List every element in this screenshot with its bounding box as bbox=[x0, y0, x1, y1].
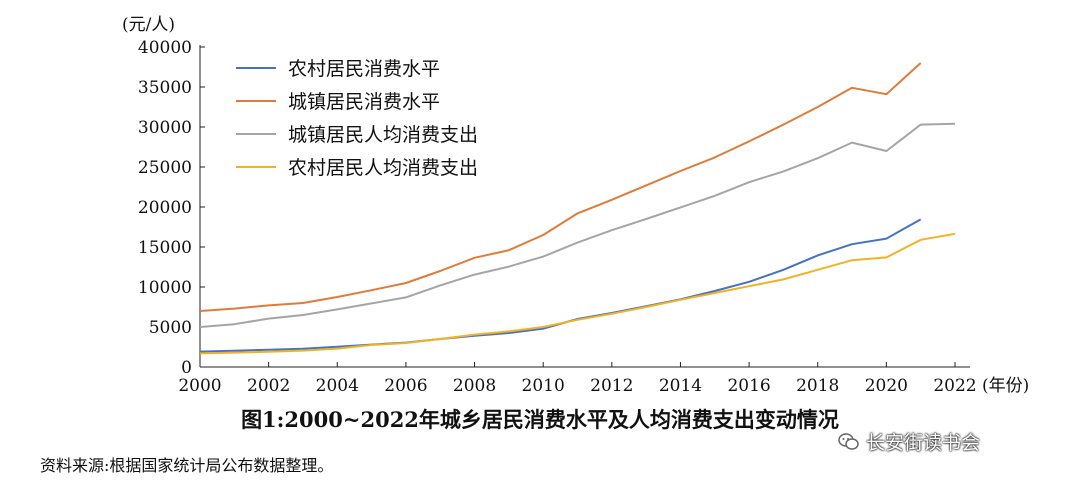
x-tick-label: 2006 bbox=[384, 376, 427, 396]
y-tick-label: 25000 bbox=[138, 158, 192, 178]
source-note: 资料来源:根据国家统计局公布数据整理。 bbox=[40, 456, 334, 475]
x-unit-label: (年份) bbox=[982, 376, 1029, 396]
series-line-2 bbox=[199, 62, 922, 312]
series-line-1 bbox=[199, 218, 922, 353]
figure-caption: 图1:2000~2022年城乡居民消费水平及人均消费支出变动情况 bbox=[241, 407, 839, 432]
line-chart: (元/人) 0 5000 10000 15000 20000 25000 30000 3500… bbox=[122, 15, 1029, 396]
x-tick-label: 2004 bbox=[316, 376, 359, 396]
x-tick-label: 2014 bbox=[659, 376, 702, 396]
x-tick-label: 2000 bbox=[178, 376, 221, 396]
watermark: 长安街读书会 bbox=[838, 428, 980, 455]
series-line-3 bbox=[199, 122, 956, 328]
x-tick-label: 2016 bbox=[727, 376, 770, 396]
y-axis-ticks: 0 5000 10000 15000 20000 25000 30000 35000 40000 bbox=[138, 38, 205, 378]
x-tick-label: 2022 bbox=[933, 376, 976, 396]
watermark-text: 长安街读书会 bbox=[866, 432, 981, 454]
legend-label-4: 农村居民人均消费支出 bbox=[288, 157, 478, 179]
legend-label-3: 城镇居民人均消费支出 bbox=[288, 124, 478, 146]
y-tick-label: 15000 bbox=[138, 238, 192, 258]
x-axis-ticks: 2000 2002 2004 2006 2008 2010 2012 2014 2016 2018… bbox=[178, 362, 977, 396]
x-tick-label: 2012 bbox=[590, 376, 633, 396]
y-unit-label: (元/人) bbox=[122, 15, 175, 35]
y-tick-label: 35000 bbox=[138, 78, 192, 98]
y-tick-label: 20000 bbox=[138, 198, 192, 218]
legend-label-2: 城镇居民消费水平 bbox=[288, 91, 440, 113]
series-line-4 bbox=[199, 232, 956, 355]
y-tick-label: 0 bbox=[181, 358, 192, 378]
x-tick-label: 2020 bbox=[865, 376, 908, 396]
y-tick-label: 5000 bbox=[149, 318, 192, 338]
y-tick-label: 10000 bbox=[138, 278, 192, 298]
y-tick-label: 30000 bbox=[138, 118, 192, 138]
y-tick-label: 40000 bbox=[138, 38, 192, 58]
x-tick-label: 2010 bbox=[522, 376, 565, 396]
x-tick-label: 2008 bbox=[453, 376, 496, 396]
series-lines bbox=[199, 62, 956, 355]
x-tick-label: 2002 bbox=[247, 376, 290, 396]
x-tick-label: 2018 bbox=[796, 376, 839, 396]
legend-label-1: 农村居民消费水平 bbox=[288, 58, 440, 80]
wechat-icon bbox=[838, 432, 859, 450]
